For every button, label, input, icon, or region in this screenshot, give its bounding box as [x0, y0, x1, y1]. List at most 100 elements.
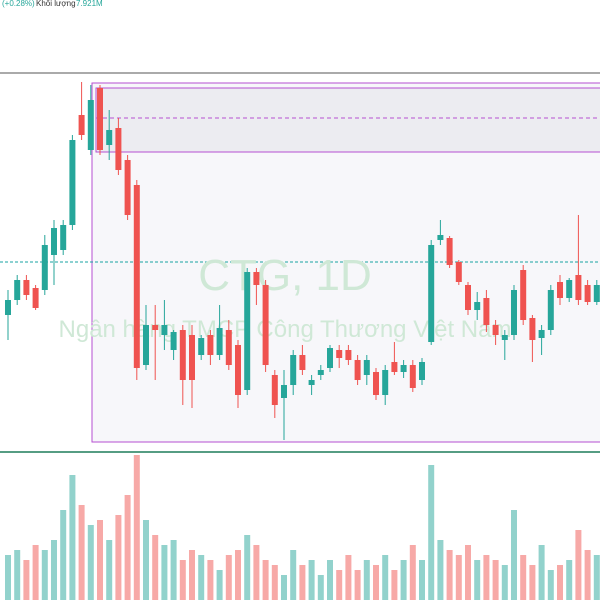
candle-body — [373, 372, 379, 395]
volume-bar — [51, 540, 57, 600]
candle-body — [593, 285, 600, 302]
volume-bar — [566, 560, 573, 600]
candle-body — [133, 185, 140, 368]
candle-body — [244, 272, 251, 390]
candle-body — [317, 370, 324, 375]
candle-body — [382, 370, 389, 395]
candle-body — [170, 332, 177, 350]
candle-body — [345, 350, 352, 360]
candle-body — [400, 365, 407, 372]
volume-bar — [373, 565, 379, 600]
volume-pane — [5, 455, 600, 600]
volume-bar — [492, 560, 499, 600]
volume-bar — [143, 520, 149, 600]
candle-body — [271, 375, 278, 405]
candle-body — [281, 385, 287, 398]
volume-bar — [5, 555, 11, 600]
volume-bar — [327, 560, 333, 600]
candle-body — [492, 325, 499, 335]
candle-body — [584, 285, 591, 302]
volume-bar — [547, 570, 554, 600]
volume-bar — [23, 560, 30, 600]
candle-body — [511, 290, 517, 335]
watermark-name: Ngân hàng TMCP Công Thương Việt Nam — [59, 316, 512, 343]
zone-box — [95, 87, 600, 153]
volume-bar — [106, 540, 113, 600]
candle-body — [262, 285, 269, 365]
volume-value: 7.921M — [76, 0, 103, 8]
candle-body — [520, 270, 527, 320]
candle-body — [529, 318, 536, 340]
candle-body — [308, 380, 315, 385]
volume-bar — [317, 575, 324, 600]
volume-bar — [115, 515, 122, 600]
candle-body — [32, 288, 39, 308]
candle-body — [363, 360, 370, 375]
volume-bar — [290, 550, 297, 600]
candle-body — [14, 280, 21, 300]
volume-bar — [179, 560, 186, 600]
candle-body — [225, 330, 232, 365]
volume-bar — [207, 560, 214, 600]
volume-bar — [520, 555, 527, 600]
watermark-symbol: CTG, 1D — [198, 251, 372, 300]
volume-bar — [133, 455, 140, 600]
candle-body — [198, 338, 205, 355]
volume-bar — [170, 540, 177, 600]
volume-bar — [409, 545, 416, 600]
candle-body — [124, 160, 131, 215]
candle-body — [327, 348, 333, 368]
candle-body — [189, 335, 195, 380]
candle-body — [474, 302, 481, 310]
volume-bar — [262, 560, 269, 600]
volume-bar — [69, 475, 76, 600]
volume-bar — [529, 565, 536, 600]
candle-body — [51, 228, 57, 255]
candles — [5, 82, 600, 440]
volume-bar — [308, 560, 315, 600]
candle-body — [446, 238, 453, 265]
candle-body — [566, 280, 573, 298]
volume-bar — [235, 550, 241, 600]
volume-bar — [363, 560, 370, 600]
candle-body — [547, 290, 554, 330]
candle-body — [216, 328, 223, 355]
volume-bar — [216, 570, 223, 600]
volume-bar — [271, 565, 278, 600]
volume-bar — [428, 465, 435, 600]
candle-body — [409, 365, 416, 388]
volume-bar — [400, 560, 407, 600]
candle-body — [419, 362, 425, 380]
candle-body — [161, 325, 168, 335]
candle-body — [483, 298, 490, 325]
candle-body — [253, 272, 260, 285]
volume-bar — [281, 575, 287, 600]
volume-bar — [465, 545, 471, 600]
candle-body — [115, 128, 122, 170]
candle-body — [575, 275, 582, 300]
volume-bar — [97, 520, 103, 600]
volume-bar — [124, 495, 131, 600]
volume-bar — [511, 510, 517, 600]
candle-body — [235, 345, 241, 395]
volume-bar — [455, 555, 462, 600]
volume-bar — [244, 535, 251, 600]
volume-bar — [575, 530, 582, 600]
volume-bar — [253, 545, 260, 600]
volume-bar — [557, 565, 563, 600]
volume-bar — [198, 555, 205, 600]
volume-bar — [538, 545, 545, 600]
volume-bar — [437, 540, 444, 600]
volume-bar — [189, 550, 195, 600]
volume-bar — [584, 550, 591, 600]
volume-bar — [382, 555, 389, 600]
candle-body — [207, 335, 214, 355]
volume-bar — [354, 570, 361, 600]
volume-bar — [78, 505, 85, 600]
volume-bar — [41, 550, 48, 600]
candle-body — [60, 225, 67, 250]
volume-bar — [336, 570, 343, 600]
candle-body — [179, 330, 186, 380]
candle-body — [354, 360, 361, 380]
